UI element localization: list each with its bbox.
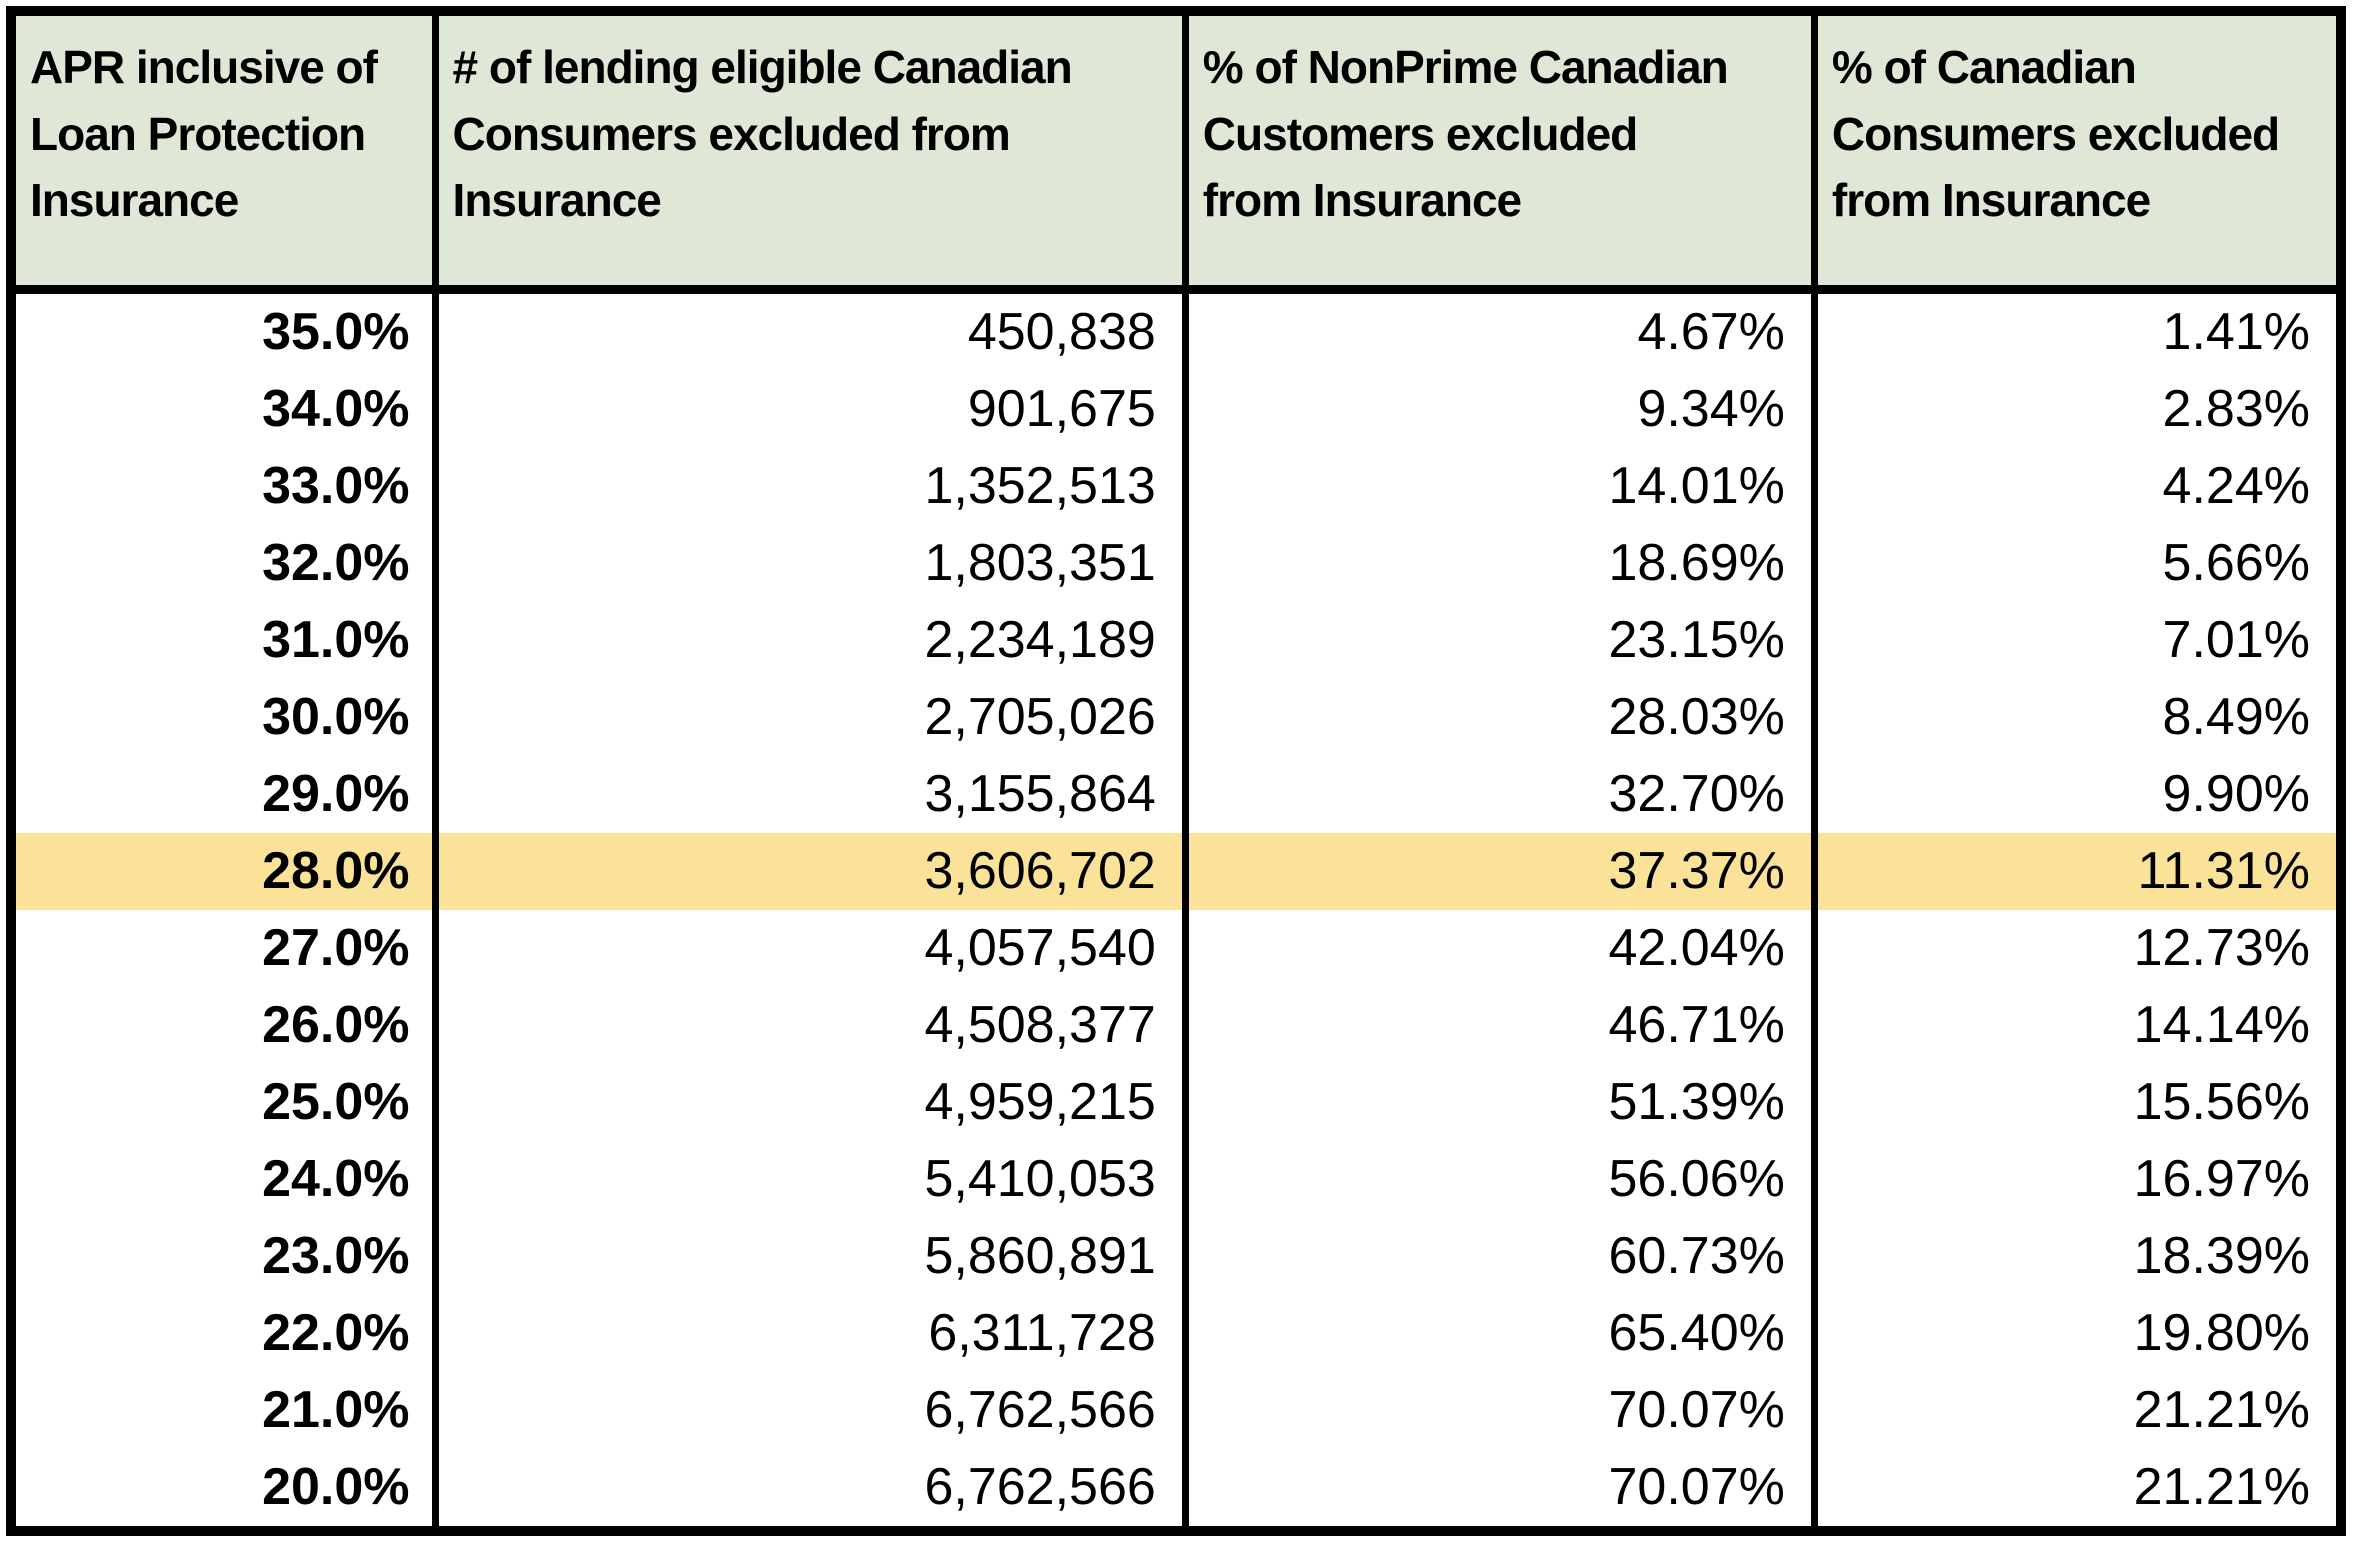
nonprime-pct-cell: 70.07%: [1181, 1448, 1818, 1531]
canadian-pct-cell: 4.24%: [1810, 447, 2345, 525]
apr-cell: 21.0%: [7, 1371, 439, 1449]
consumer-count-cell: 2,234,189: [431, 601, 1189, 679]
table-header: APR inclusive of Loan Protection Insuran…: [7, 11, 2345, 294]
nonprime-pct-cell: 65.40%: [1181, 1294, 1818, 1372]
apr-cell: 28.0%: [7, 832, 439, 910]
nonprime-pct-cell: 23.15%: [1181, 601, 1818, 679]
nonprime-pct-cell: 42.04%: [1181, 909, 1818, 987]
canadian-pct-cell: 8.49%: [1810, 678, 2345, 756]
apr-cell: 35.0%: [7, 289, 439, 371]
column-header-nonprime-pct: % of NonPrime Canadian Customers exclude…: [1181, 11, 1818, 294]
table-row: 35.0% 450,838 4.67% 1.41%: [7, 289, 2345, 371]
canadian-pct-cell: 18.39%: [1810, 1217, 2345, 1295]
nonprime-pct-cell: 18.69%: [1181, 524, 1818, 602]
table-header-row: APR inclusive of Loan Protection Insuran…: [7, 11, 2345, 294]
consumer-count-cell: 6,762,566: [431, 1448, 1189, 1531]
canadian-pct-cell: 12.73%: [1810, 909, 2345, 987]
consumer-count-cell: 6,311,728: [431, 1294, 1189, 1372]
canadian-pct-cell: 16.97%: [1810, 1140, 2345, 1218]
consumer-count-cell: 901,675: [431, 370, 1189, 448]
table-row: 20.0% 6,762,566 70.07% 21.21%: [7, 1448, 2345, 1531]
consumer-count-cell: 5,410,053: [431, 1140, 1189, 1218]
canadian-pct-cell: 21.21%: [1810, 1371, 2345, 1449]
canadian-pct-cell: 19.80%: [1810, 1294, 2345, 1372]
canadian-pct-cell: 11.31%: [1810, 832, 2345, 910]
table-row: 26.0% 4,508,377 46.71% 14.14%: [7, 986, 2345, 1064]
consumer-count-cell: 5,860,891: [431, 1217, 1189, 1295]
apr-cell: 24.0%: [7, 1140, 439, 1218]
canadian-pct-cell: 2.83%: [1810, 370, 2345, 448]
apr-cell: 31.0%: [7, 601, 439, 679]
consumer-count-cell: 3,155,864: [431, 755, 1189, 833]
table-row: 24.0% 5,410,053 56.06% 16.97%: [7, 1140, 2345, 1218]
consumer-count-cell: 450,838: [431, 289, 1189, 371]
apr-cell: 25.0%: [7, 1063, 439, 1141]
nonprime-pct-cell: 28.03%: [1181, 678, 1818, 756]
canadian-pct-cell: 9.90%: [1810, 755, 2345, 833]
consumer-count-cell: 4,959,215: [431, 1063, 1189, 1141]
nonprime-pct-cell: 70.07%: [1181, 1371, 1818, 1449]
nonprime-pct-cell: 4.67%: [1181, 289, 1818, 371]
consumer-count-cell: 3,606,702: [431, 832, 1189, 910]
nonprime-pct-cell: 56.06%: [1181, 1140, 1818, 1218]
consumer-count-cell: 1,352,513: [431, 447, 1189, 525]
canadian-pct-cell: 14.14%: [1810, 986, 2345, 1064]
apr-cell: 23.0%: [7, 1217, 439, 1295]
nonprime-pct-cell: 14.01%: [1181, 447, 1818, 525]
nonprime-pct-cell: 51.39%: [1181, 1063, 1818, 1141]
apr-cell: 20.0%: [7, 1448, 439, 1531]
highlighted-table-row: 28.0% 3,606,702 37.37% 11.31%: [7, 832, 2345, 910]
apr-cell: 29.0%: [7, 755, 439, 833]
table-row: 27.0% 4,057,540 42.04% 12.73%: [7, 909, 2345, 987]
canadian-pct-cell: 15.56%: [1810, 1063, 2345, 1141]
table-row: 25.0% 4,959,215 51.39% 15.56%: [7, 1063, 2345, 1141]
nonprime-pct-cell: 37.37%: [1181, 832, 1818, 910]
apr-cell: 27.0%: [7, 909, 439, 987]
canadian-pct-cell: 1.41%: [1810, 289, 2345, 371]
nonprime-pct-cell: 46.71%: [1181, 986, 1818, 1064]
apr-cell: 33.0%: [7, 447, 439, 525]
consumer-count-cell: 6,762,566: [431, 1371, 1189, 1449]
column-header-consumer-count: # of lending eligible Canadian Consumers…: [431, 11, 1189, 294]
canadian-pct-cell: 7.01%: [1810, 601, 2345, 679]
table-row: 33.0% 1,352,513 14.01% 4.24%: [7, 447, 2345, 525]
table-body: 35.0% 450,838 4.67% 1.41% 34.0% 901,675 9.34% 2…: [7, 289, 2345, 1531]
consumer-count-cell: 4,508,377: [431, 986, 1189, 1064]
table-row: 21.0% 6,762,566 70.07% 21.21%: [7, 1371, 2345, 1449]
apr-cell: 26.0%: [7, 986, 439, 1064]
table-row: 29.0% 3,155,864 32.70% 9.90%: [7, 755, 2345, 833]
nonprime-pct-cell: 60.73%: [1181, 1217, 1818, 1295]
apr-cell: 34.0%: [7, 370, 439, 448]
apr-insurance-exclusion-table: APR inclusive of Loan Protection Insuran…: [6, 6, 2346, 1536]
apr-cell: 22.0%: [7, 1294, 439, 1372]
table-row: 30.0% 2,705,026 28.03% 8.49%: [7, 678, 2345, 756]
table-row: 34.0% 901,675 9.34% 2.83%: [7, 370, 2345, 448]
canadian-pct-cell: 21.21%: [1810, 1448, 2345, 1531]
table-row: 23.0% 5,860,891 60.73% 18.39%: [7, 1217, 2345, 1295]
canadian-pct-cell: 5.66%: [1810, 524, 2345, 602]
column-header-canadian-pct: % of Canadian Consumers excluded from In…: [1810, 11, 2345, 294]
consumer-count-cell: 4,057,540: [431, 909, 1189, 987]
table-row: 32.0% 1,803,351 18.69% 5.66%: [7, 524, 2345, 602]
apr-cell: 30.0%: [7, 678, 439, 756]
nonprime-pct-cell: 9.34%: [1181, 370, 1818, 448]
apr-cell: 32.0%: [7, 524, 439, 602]
consumer-count-cell: 1,803,351: [431, 524, 1189, 602]
consumer-count-cell: 2,705,026: [431, 678, 1189, 756]
table-row: 22.0% 6,311,728 65.40% 19.80%: [7, 1294, 2345, 1372]
table-row: 31.0% 2,234,189 23.15% 7.01%: [7, 601, 2345, 679]
column-header-apr: APR inclusive of Loan Protection Insuran…: [7, 11, 439, 294]
nonprime-pct-cell: 32.70%: [1181, 755, 1818, 833]
